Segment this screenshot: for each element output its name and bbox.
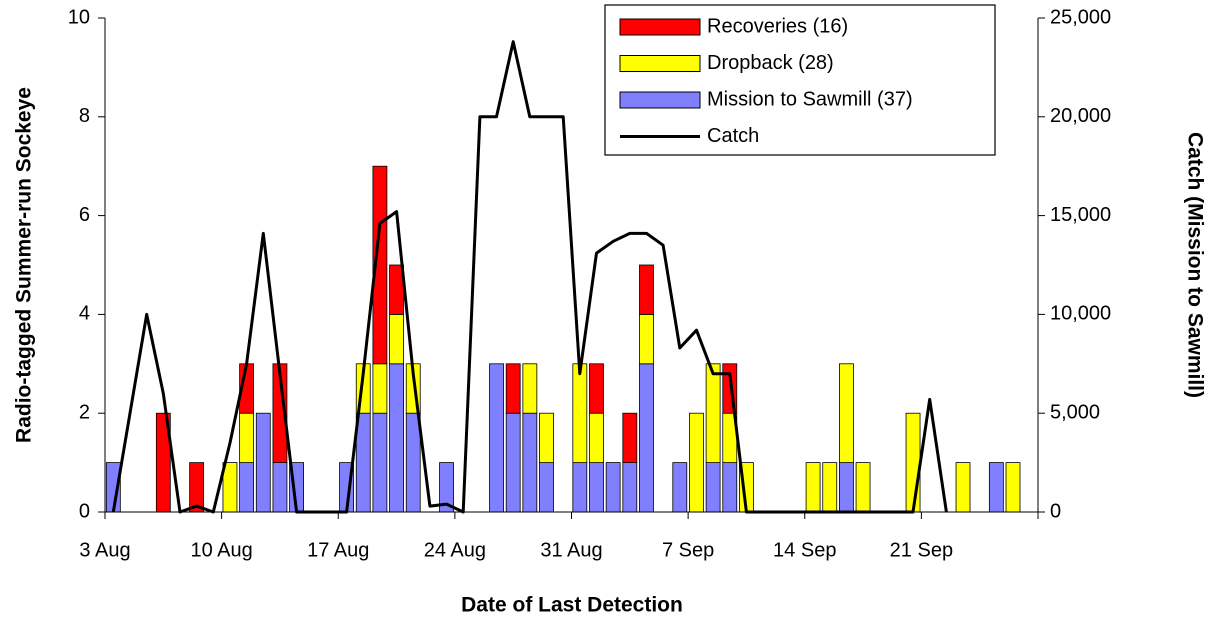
bar-segment [605,462,621,513]
bar-segment [639,313,654,365]
bar-segment [355,412,371,513]
bar-segment [839,363,854,463]
x-axis-title: Date of Last Detection [461,594,683,617]
bar-segment [988,462,1004,513]
y2-tick-label: 15,000 [1050,204,1111,226]
legend-label: Recoveries (16) [707,15,848,37]
bar-segment [839,462,854,513]
bar-segment [489,363,504,513]
x-tick-label: 24 Aug [424,539,486,561]
bar-segment [539,412,554,464]
bar-segment [372,165,388,365]
bar-segment [572,363,588,463]
x-tick-label: 14 Sep [773,539,836,561]
bar-segment [705,462,721,513]
y-tick-label: 6 [79,204,90,226]
bar-segment [222,462,238,513]
bar-segment [589,412,604,464]
y2-tick-label: 10,000 [1050,303,1111,325]
bar-segment [855,462,871,513]
y2-tick-label: 5,000 [1050,401,1100,423]
bar-segment [639,363,654,513]
y2-axis-title: Catch (Mission to Sawmill) [1183,132,1206,398]
bar-segment [689,412,704,513]
bar-segment [905,412,921,513]
legend-label: Mission to Sawmill (37) [707,88,913,110]
legend-swatch [619,91,701,109]
bar-segment [672,462,688,513]
bar-segment [539,462,554,513]
y-tick-label: 10 [68,6,90,28]
bar-segment [272,462,288,513]
bar-segment [955,462,971,513]
bar-segment [522,363,538,414]
y2-tick-label: 25,000 [1050,6,1111,28]
x-tick-label: 17 Aug [307,539,369,561]
bar-segment [822,462,838,513]
bar-segment [589,462,604,513]
bar-segment [722,462,738,513]
legend-swatch [619,18,701,36]
bar-segment [189,462,205,513]
bar-segment [389,363,404,513]
bar-segment [622,462,638,513]
bar-segment [405,412,421,513]
bar-segment [372,363,388,414]
bar-segment [239,462,255,513]
x-tick-label: 3 Aug [79,539,130,561]
x-tick-label: 10 Aug [190,539,252,561]
y2-tick-label: 0 [1050,500,1061,522]
x-tick-label: 7 Sep [662,539,714,561]
bar-segment [572,462,588,513]
legend-swatch [619,55,701,72]
bar-segment [639,264,654,315]
x-tick-label: 21 Sep [890,539,953,561]
bar-segment [372,412,388,513]
bar-segment [622,412,638,464]
legend-label: Dropback (28) [707,52,834,74]
bar-segment [805,462,821,513]
y-tick-label: 0 [79,500,90,522]
y-axis-title: Radio-tagged Summer-run Sockeye [13,87,36,443]
bar-segment [522,412,538,513]
y-tick-label: 8 [79,105,90,127]
bar-segment [505,363,521,414]
bar-segment [389,313,404,365]
bar-segment [589,363,604,414]
y-tick-label: 4 [79,303,90,325]
y2-tick-label: 20,000 [1050,105,1111,127]
bar-segment [1005,462,1021,513]
legend-label: Catch [707,125,759,147]
x-tick-label: 31 Aug [540,539,602,561]
bar-segment [239,412,255,464]
bar-segment [255,412,271,513]
y-tick-label: 2 [79,401,90,423]
bar-segment [505,412,521,513]
bar-segment [705,363,721,463]
